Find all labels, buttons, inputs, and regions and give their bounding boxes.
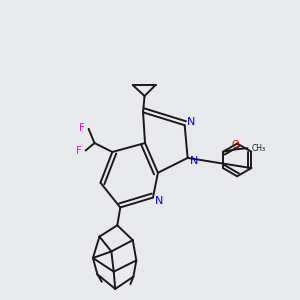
Text: N: N [190, 156, 198, 166]
Text: F: F [79, 123, 85, 133]
Text: N: N [155, 196, 164, 206]
Text: F: F [76, 146, 82, 156]
Text: CH₃: CH₃ [252, 144, 266, 153]
Text: N: N [187, 117, 195, 127]
Text: O: O [232, 140, 239, 151]
